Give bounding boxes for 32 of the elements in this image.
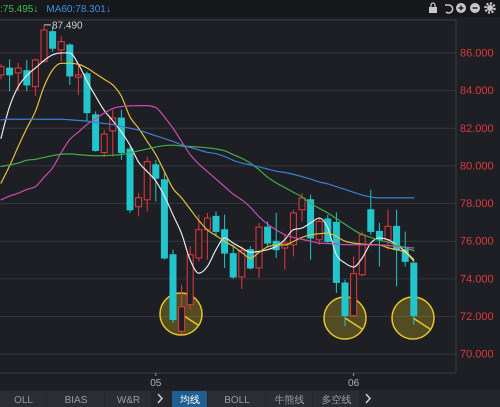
line-series [0,105,414,249]
candlestick [384,209,392,250]
x-tick-label: 05 [150,378,162,390]
annotation: 87.490 [52,20,84,32]
tab-button[interactable]: BIAS [47,391,104,407]
y-tick-label: 72.000 [460,311,494,324]
candlestick [186,246,194,310]
y-tick-label: 74.000 [460,273,494,286]
y-tick-label: 78.000 [460,198,494,210]
tab-button[interactable]: 牛熊线 [266,391,312,407]
x-tick-label: 06 [348,378,360,390]
y-tick-label: 70.000 [460,348,494,361]
candlestick [14,62,22,92]
candlestick [23,59,30,92]
tab-button[interactable]: 多空线 [313,391,359,407]
text: :75.495↓ [0,4,38,15]
text: MA60:78.301↓ [46,4,111,15]
y-tick-label: 84.000 [460,85,494,98]
y-tick-label: 82.000 [460,122,494,135]
tab-button[interactable]: W&R [105,391,151,407]
tab-button[interactable]: 均线 [172,391,207,407]
line-series [0,118,414,199]
line-series [0,144,414,252]
candlestick [6,59,14,92]
candlestick [74,64,82,96]
candlestick [58,36,65,62]
y-tick-label: 86.000 [460,47,494,60]
tab-button[interactable]: BOLL [208,391,265,407]
tab-button[interactable]: OLL [0,391,46,407]
y-tick-label: 80.000 [460,160,494,172]
candlestick [152,159,160,202]
y-tick-label: 76.000 [460,236,494,248]
